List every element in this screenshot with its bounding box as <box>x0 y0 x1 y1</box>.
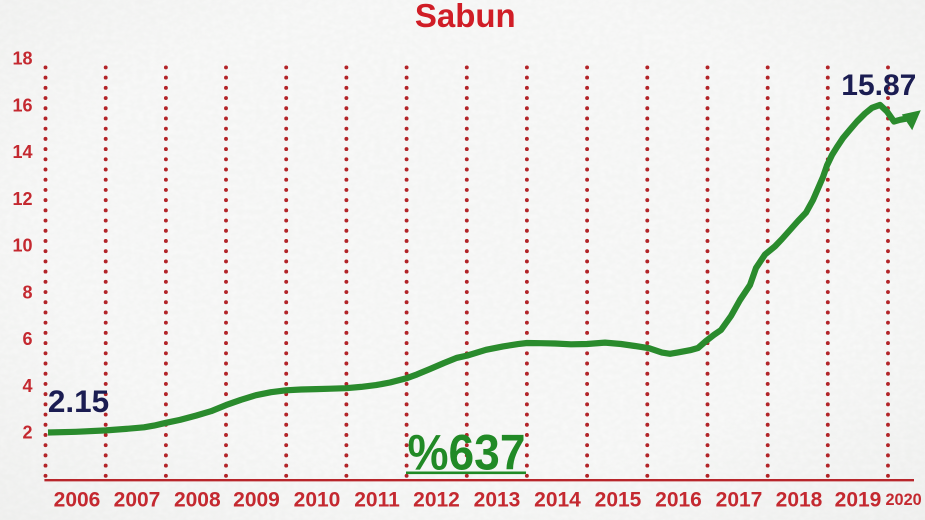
svg-text:2017: 2017 <box>716 489 763 512</box>
svg-text:4: 4 <box>22 376 32 396</box>
svg-text:2019: 2019 <box>835 489 882 512</box>
svg-text:2013: 2013 <box>474 489 521 512</box>
svg-text:2.15: 2.15 <box>48 383 109 419</box>
svg-text:18: 18 <box>12 49 32 69</box>
svg-text:2010: 2010 <box>294 489 341 512</box>
svg-text:10: 10 <box>12 236 32 256</box>
svg-text:12: 12 <box>12 189 32 209</box>
svg-text:2014: 2014 <box>534 489 581 512</box>
svg-text:2: 2 <box>22 423 32 443</box>
svg-text:2015: 2015 <box>595 489 642 512</box>
svg-text:8: 8 <box>22 282 32 302</box>
svg-text:2006: 2006 <box>54 489 101 512</box>
svg-text:6: 6 <box>22 329 32 349</box>
svg-text:Sabun: Sabun <box>415 0 516 34</box>
svg-text:2018: 2018 <box>776 489 823 512</box>
svg-text:14: 14 <box>12 142 32 162</box>
svg-text:2007: 2007 <box>114 489 161 512</box>
svg-text:2016: 2016 <box>655 489 702 512</box>
svg-text:2009: 2009 <box>233 489 280 512</box>
svg-text:15.87: 15.87 <box>841 69 916 102</box>
svg-text:2020: 2020 <box>885 491 921 509</box>
svg-text:2011: 2011 <box>354 489 400 512</box>
svg-text:16: 16 <box>12 96 32 116</box>
svg-text:2012: 2012 <box>413 489 460 512</box>
svg-text:%637: %637 <box>408 424 526 481</box>
svg-text:2008: 2008 <box>174 489 221 512</box>
